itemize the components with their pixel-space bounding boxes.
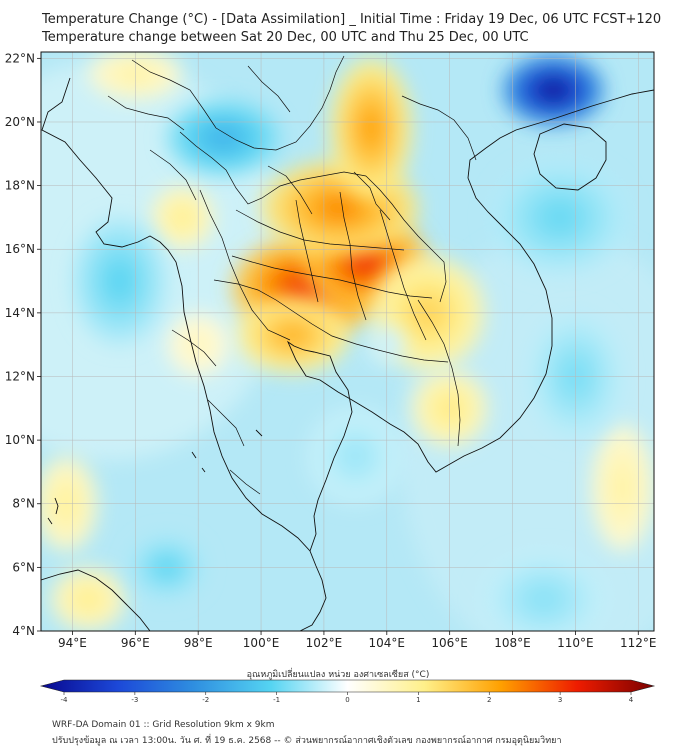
anomaly-cell [330, 58, 412, 199]
coastlines-and-borders [41, 55, 654, 631]
map-subtitle: Temperature change between Sat 20 Dec, 0… [42, 30, 529, 45]
island-small [191, 429, 263, 473]
anomaly-cell [151, 185, 214, 250]
colorbar-bar [39, 679, 656, 693]
map-title: Temperature Change (°C) - [Data Assimila… [42, 12, 662, 27]
colorbar-tick-label: -2 [202, 696, 209, 704]
colorbar-tick-label: 1 [416, 696, 420, 704]
lon-tick-label: 112°E [620, 636, 657, 650]
colorbar-tick-label: 2 [487, 696, 491, 704]
lat-tick-label: 14°N [5, 306, 35, 320]
colorbar-tick-label: -1 [273, 696, 280, 704]
anomaly-cell [481, 551, 607, 631]
colorbar-tick-label: -4 [61, 696, 69, 704]
anomaly-cell [591, 424, 654, 552]
anomaly-cell [503, 55, 604, 126]
hainan-island [533, 123, 607, 191]
sumatra-coast [41, 569, 151, 631]
lon-tick-label: 108°E [494, 636, 531, 650]
country-borders [107, 55, 477, 495]
lat-tick-label: 16°N [5, 242, 35, 256]
footer-model-info: WRF-DA Domain 01 :: Grid Resolution 9km … [52, 720, 275, 730]
lon-tick-label: 110°E [557, 636, 594, 650]
lon-tick-label: 100°E [243, 636, 280, 650]
anomaly-cell [166, 99, 280, 177]
lat-tick-label: 18°N [5, 179, 35, 193]
anomaly-cell [308, 408, 403, 504]
colorbar-label: อุณหภูมิเปลี่ยนแปลง หน่วย องศาเซลเซียส (… [246, 670, 430, 680]
lat-tick-label: 20°N [5, 115, 35, 129]
colorbar-tick-label: -3 [131, 696, 138, 704]
lat-tick-label: 12°N [5, 369, 35, 383]
colorbar-tick-label: 4 [629, 696, 634, 704]
lon-tick-label: 96°E [121, 636, 150, 650]
anomaly-cell [235, 296, 350, 374]
anomaly-cell [50, 567, 126, 631]
colorbar: -4 -3 -2 -1 0 1 2 3 4 [39, 679, 656, 704]
lon-tick-label: 94°E [58, 636, 87, 650]
colorbar-tick-label: 0 [345, 696, 349, 704]
footer-credit: ปรับปรุงข้อมูล ณ เวลา 13:00น. วัน ศ. ที่… [52, 736, 562, 746]
map-frame [40, 51, 655, 632]
lat-tick-label: 10°N [5, 433, 35, 447]
lon-tick-label: 104°E [369, 636, 406, 650]
lat-tick-label: 4°N [12, 624, 35, 638]
lon-tick-label: 106°E [431, 636, 468, 650]
temperature-field [41, 52, 654, 631]
lat-tick-label: 22°N [5, 51, 35, 65]
lat-tick-label: 6°N [12, 560, 35, 574]
anomaly-cell [490, 160, 629, 275]
lat-tick-label: 8°N [12, 497, 35, 511]
colorbar-tick-label: 3 [558, 696, 562, 704]
anomaly-cell [72, 217, 167, 345]
graticule [41, 52, 654, 631]
lon-tick-label: 102°E [306, 636, 343, 650]
gulf-east-coast [286, 89, 654, 552]
axis-ticks: 4°N 6°N 8°N 10°N 12°N 14°N 16°N 18°N 20°N 22°N 94°… [5, 51, 657, 650]
lon-tick-label: 98°E [184, 636, 213, 650]
andaman-islands [47, 497, 59, 525]
